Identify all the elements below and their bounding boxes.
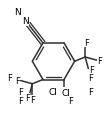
Text: N: N: [22, 17, 29, 26]
Text: F: F: [98, 56, 102, 65]
Text: F: F: [84, 38, 89, 47]
Text: Cl: Cl: [62, 88, 71, 97]
Text: F: F: [18, 87, 23, 96]
Text: F: F: [68, 96, 73, 105]
Text: F: F: [30, 95, 35, 104]
Text: N: N: [14, 7, 20, 16]
Text: F: F: [7, 73, 12, 82]
Text: F: F: [89, 73, 93, 82]
Text: F: F: [15, 76, 20, 85]
Text: F: F: [18, 96, 23, 105]
Text: F: F: [25, 93, 30, 102]
Text: Cl: Cl: [49, 87, 57, 96]
Text: F: F: [89, 66, 94, 75]
Text: F: F: [89, 87, 93, 96]
